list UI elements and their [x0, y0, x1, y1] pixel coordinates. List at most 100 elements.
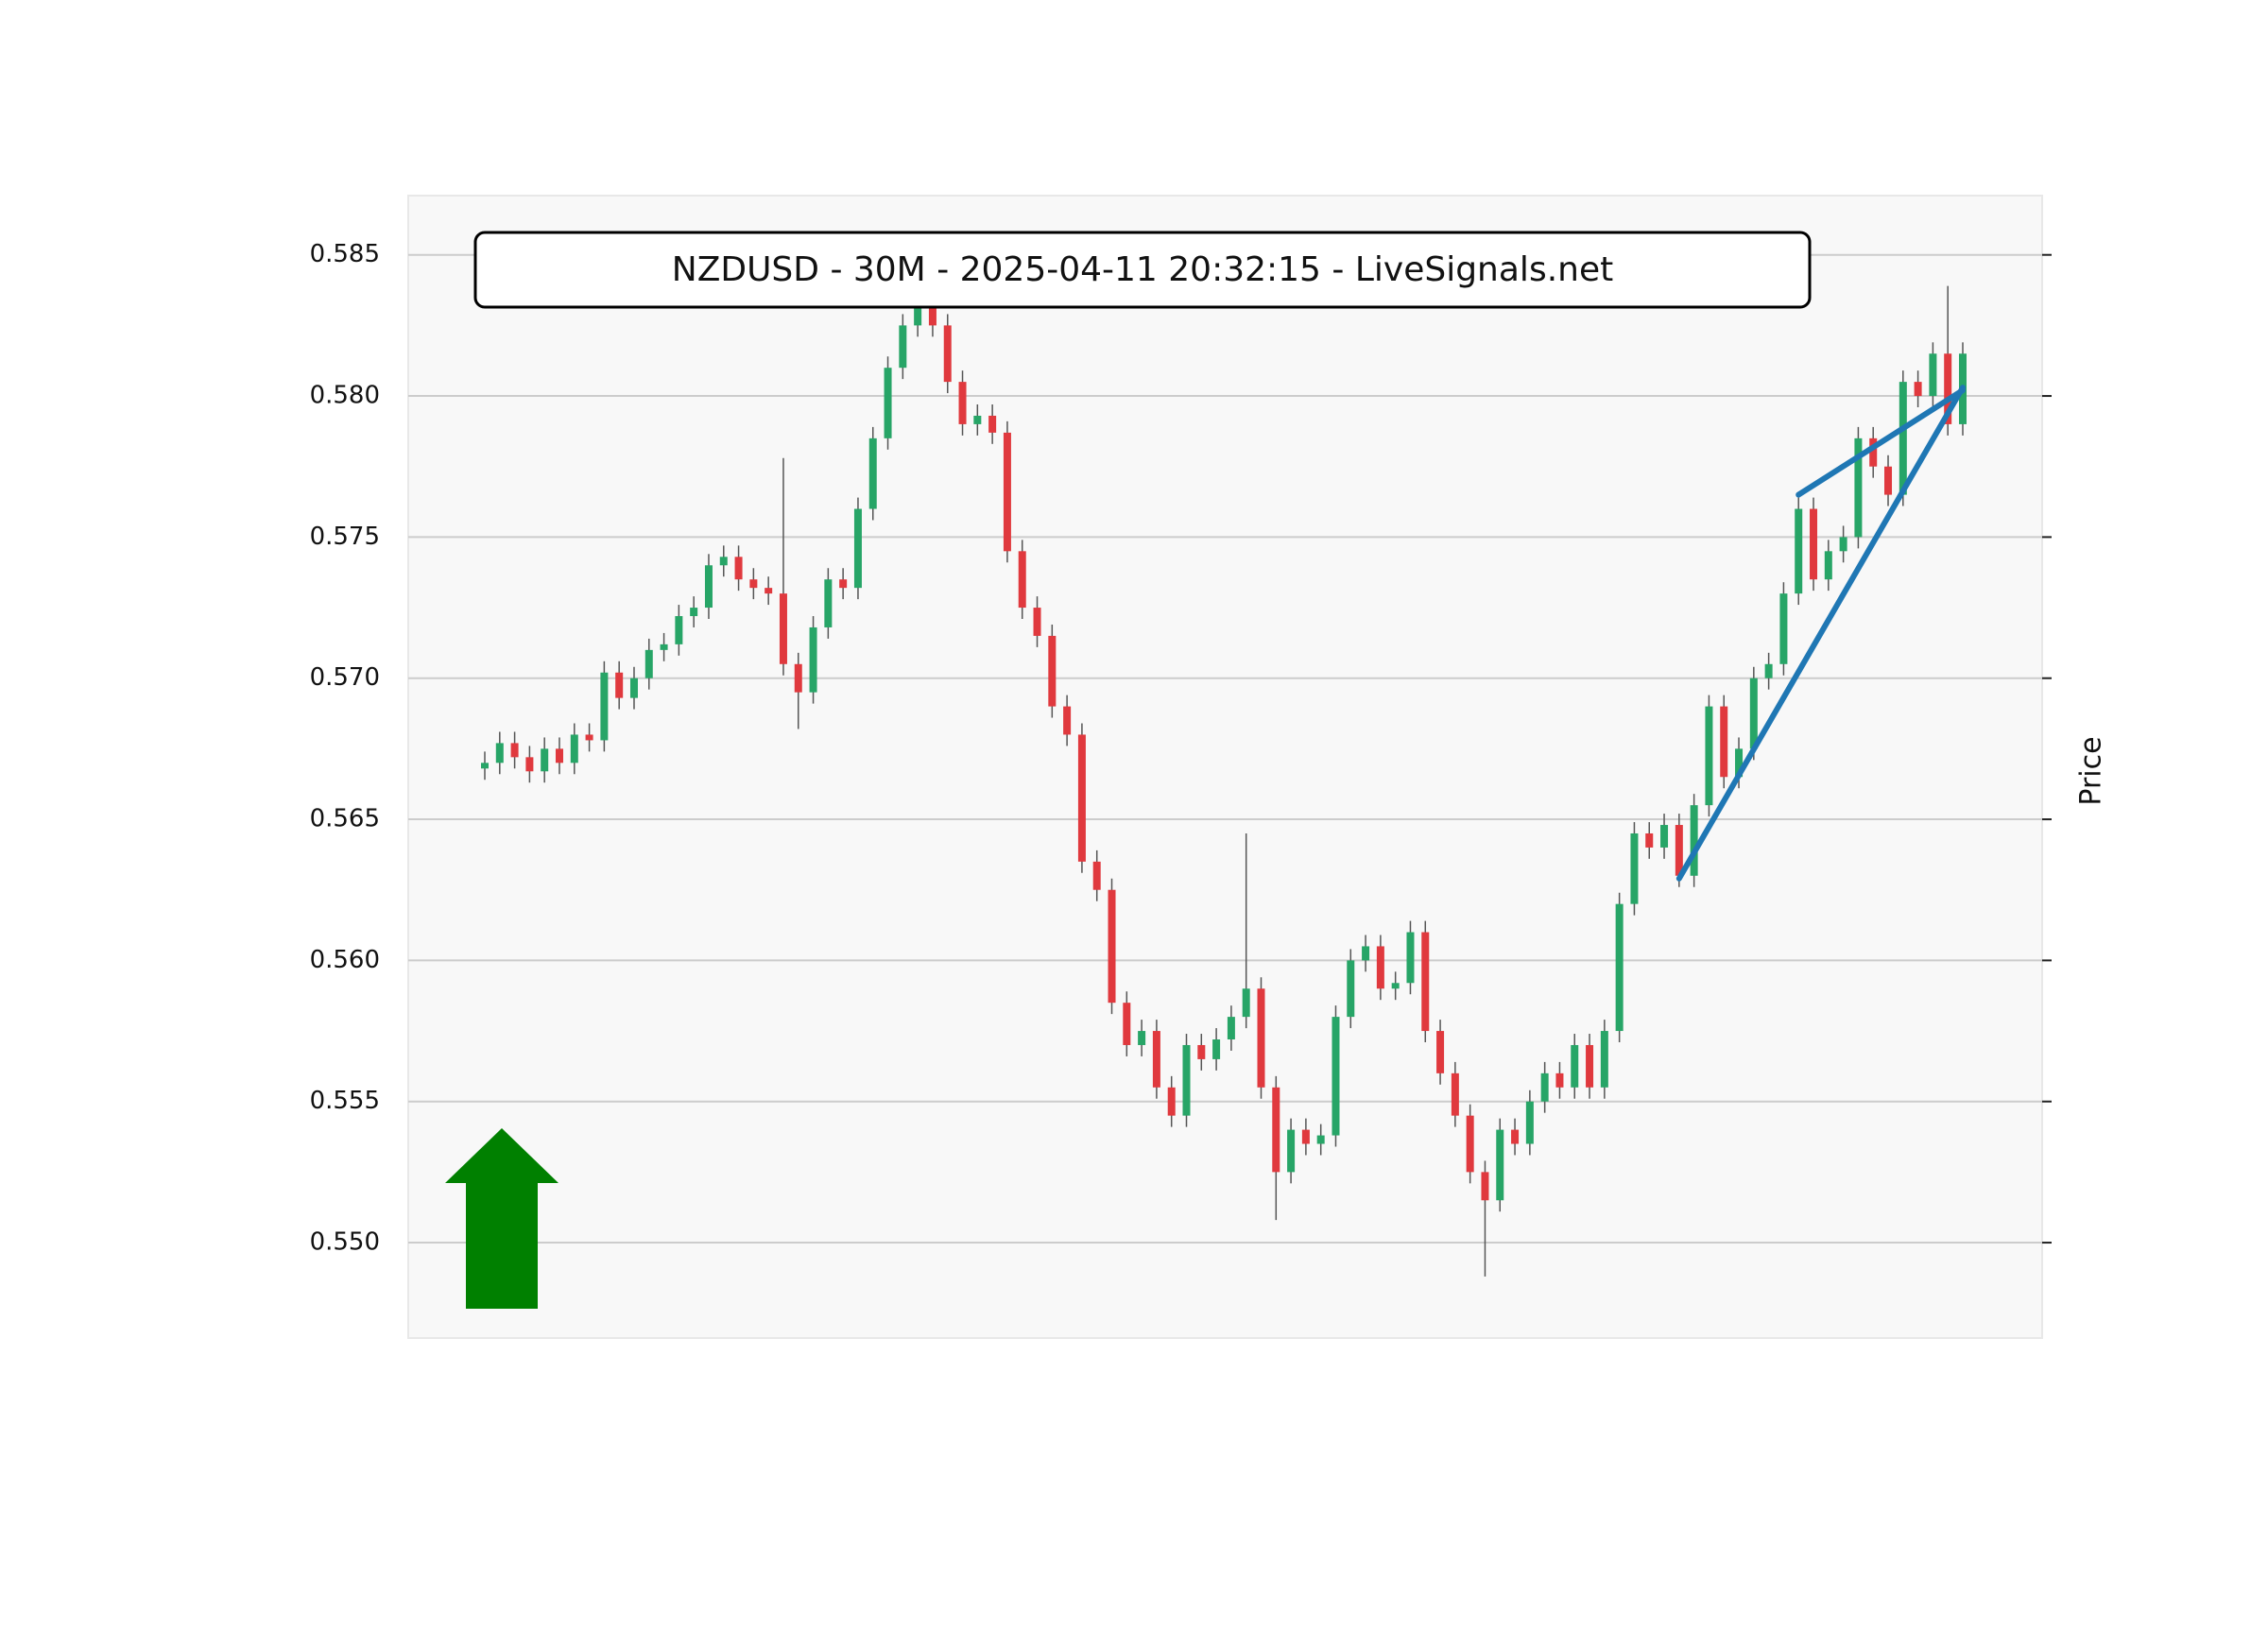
- candle-body: [690, 608, 698, 617]
- candle-body: [1347, 960, 1355, 1018]
- y-tick-label: 0.550: [310, 1228, 380, 1257]
- candle-body: [1525, 1101, 1534, 1144]
- candle-body: [1272, 1087, 1280, 1173]
- candle-body: [719, 557, 728, 566]
- candle-body: [1854, 438, 1863, 538]
- y-tick-label: 0.575: [310, 523, 380, 551]
- candle-body: [1735, 748, 1744, 778]
- candle-body: [541, 748, 549, 772]
- candle-body: [1212, 1039, 1221, 1059]
- candle-body: [660, 643, 668, 650]
- candle-body: [1018, 551, 1026, 609]
- title-box: [473, 231, 1812, 309]
- candle-body: [1287, 1129, 1296, 1173]
- candle-body: [1764, 663, 1773, 678]
- candle-body: [510, 743, 519, 758]
- candle-body: [1466, 1115, 1474, 1173]
- candle-body: [1033, 608, 1041, 636]
- candle-body: [495, 743, 504, 764]
- candle-body: [1108, 889, 1116, 1004]
- candle-body: [1451, 1072, 1459, 1116]
- candle-body: [1197, 1044, 1206, 1059]
- candle-body: [1914, 382, 1922, 397]
- candle-body: [809, 626, 817, 693]
- candle-body: [675, 616, 683, 644]
- candle-body: [765, 588, 773, 594]
- candle-body: [1690, 805, 1698, 876]
- candle-body: [1376, 946, 1384, 989]
- candle-body: [943, 325, 952, 383]
- candle-body: [1257, 988, 1265, 1088]
- candle-body: [1795, 508, 1803, 594]
- candle-body: [1555, 1072, 1564, 1088]
- y-tick-label: 0.560: [310, 946, 380, 974]
- candle-body: [1884, 466, 1893, 495]
- y-tick-label: 0.585: [310, 240, 380, 268]
- candle-body: [1571, 1044, 1579, 1088]
- candle-body: [1332, 1017, 1340, 1136]
- candle-body: [629, 678, 638, 698]
- candle-body: [749, 579, 758, 589]
- candle-body: [884, 368, 892, 438]
- candle-body: [1810, 508, 1818, 580]
- candle-body: [914, 297, 922, 326]
- candle-body: [1720, 706, 1728, 778]
- candle-body: [899, 325, 907, 369]
- candle-body: [1839, 537, 1847, 552]
- candle-body: [973, 415, 982, 424]
- candle-body: [1749, 678, 1758, 749]
- candle-body: [1227, 1017, 1235, 1040]
- candle-body: [779, 593, 787, 664]
- candle-body: [988, 415, 997, 433]
- candle-body: [1645, 832, 1654, 848]
- candle-body: [1511, 1129, 1520, 1144]
- candle-body: [1779, 593, 1788, 664]
- candle-body: [570, 734, 578, 764]
- candle-body: [1362, 946, 1370, 961]
- candle-body: [481, 763, 489, 769]
- candle-body: [1600, 1031, 1608, 1088]
- candle-body: [853, 508, 862, 589]
- candle-body: [1092, 861, 1101, 890]
- candle-body: [824, 579, 833, 627]
- candle-body: [868, 438, 877, 509]
- candle-body: [1824, 551, 1832, 580]
- candle-body: [1660, 825, 1669, 848]
- candle-body: [928, 297, 936, 326]
- candle-body: [1481, 1172, 1489, 1201]
- candle-body: [1003, 432, 1011, 552]
- overlays: [445, 385, 1966, 1309]
- candle-body: [704, 565, 713, 609]
- trendline: [1796, 387, 1966, 498]
- candle-body: [525, 757, 534, 772]
- candle-body: [1406, 932, 1415, 984]
- y-tick-label: 0.555: [310, 1087, 380, 1115]
- candle-body: [1630, 832, 1639, 904]
- candle-body: [958, 382, 967, 424]
- signal-arrow: [445, 1128, 558, 1309]
- candle-body: [839, 579, 848, 589]
- candle-body: [1182, 1044, 1191, 1116]
- candle-body: [1944, 353, 1952, 424]
- candle-body: [1421, 932, 1430, 1032]
- candle-body: [1705, 706, 1713, 806]
- y-tick-label: 0.570: [310, 663, 380, 692]
- candle-body: [1063, 706, 1072, 735]
- candle-body: [600, 672, 609, 741]
- candle-body: [644, 649, 653, 678]
- candle-body: [1301, 1129, 1310, 1144]
- candle-body: [734, 557, 743, 580]
- y-tick-label: 0.580: [310, 382, 380, 410]
- candle-body: [1436, 1031, 1445, 1073]
- y-tick-label: 0.565: [310, 805, 380, 833]
- candle-body: [1048, 635, 1057, 707]
- candle-body: [555, 748, 563, 764]
- candle-body: [1540, 1072, 1549, 1102]
- candle-body: [615, 672, 624, 698]
- candle-body: [1869, 438, 1878, 467]
- candle-body: [1391, 983, 1400, 989]
- candle-body: [1152, 1031, 1160, 1088]
- candle-body: [1167, 1087, 1176, 1116]
